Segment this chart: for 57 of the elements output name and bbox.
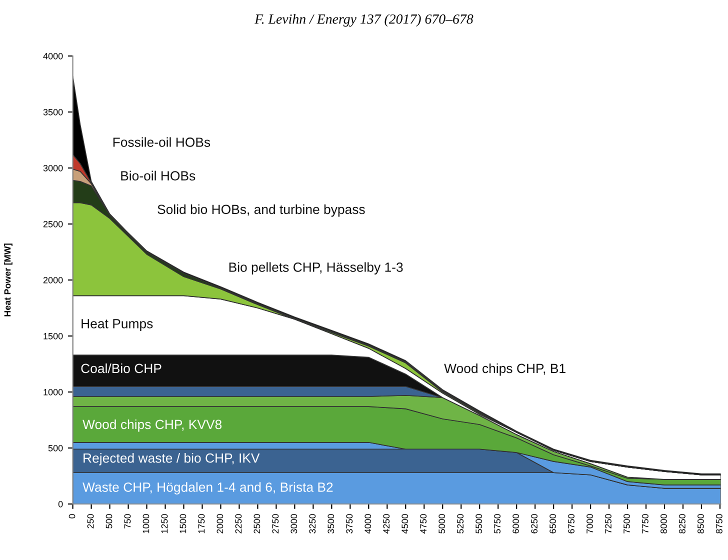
y-tick-label: 2000 xyxy=(43,276,63,284)
annotation: Rejected waste / bio CHP, IKV xyxy=(84,453,260,466)
x-tick-label: 8750 xyxy=(716,514,722,534)
annotation: Bio pellets CHP, Hässelby 1-3 xyxy=(229,262,403,274)
x-tick-label: 5250 xyxy=(457,514,464,534)
x-tick-label: 7500 xyxy=(624,514,630,534)
x-tick-label: 3500 xyxy=(328,514,334,534)
annotation: Waste CHP, Högdalen 1-4 and 6, Brista B2 xyxy=(82,482,333,494)
x-tick-label: 3000 xyxy=(290,514,298,534)
x-tick-label: 5500 xyxy=(476,514,482,534)
x-tick-label: 5750 xyxy=(494,514,501,534)
y-tick-label: 3000 xyxy=(43,164,63,172)
x-tick-label: 6500 xyxy=(550,514,556,534)
annotation: Wood chips CHP, B1 xyxy=(444,363,566,376)
annotation: Heat Pumps xyxy=(82,319,153,331)
x-tick-label: 4000 xyxy=(364,514,372,534)
x-tick-label: 2500 xyxy=(254,514,260,534)
y-tick-label: 1500 xyxy=(44,332,63,340)
x-tick-label: 2000 xyxy=(216,514,224,534)
x-tick-label: 7000 xyxy=(586,514,593,534)
annotation: Solid bio HOBs, and turbine bypass xyxy=(158,204,365,217)
x-tick-label: 8250 xyxy=(679,514,686,534)
y-tick-label: 2500 xyxy=(43,220,63,228)
annotation: Wood chips CHP, KVV8 xyxy=(82,419,222,432)
x-tick-label: 5000 xyxy=(438,514,446,534)
y-tick-label: 0 xyxy=(58,500,63,508)
y-tick-label: 1000 xyxy=(44,388,63,396)
x-tick-label: 4750 xyxy=(420,514,427,534)
annotation: Fossile-oil HOBs xyxy=(113,137,210,147)
x-tick-label: 2750 xyxy=(272,514,279,534)
x-tick-label: 4250 xyxy=(383,514,390,534)
x-tick-label: 0 xyxy=(68,514,76,518)
x-tick-label: 6000 xyxy=(512,514,520,534)
x-tick-label: 4500 xyxy=(402,514,408,534)
x-tick-label: 1500 xyxy=(180,514,186,534)
x-tick-label: 8000 xyxy=(660,514,667,534)
x-tick-label: 3750 xyxy=(346,514,353,534)
x-tick-label: 500 xyxy=(106,514,112,528)
chart-title: F. Levihn / Energy 137 (2017) 670–678 xyxy=(254,14,474,27)
x-tick-label: 1250 xyxy=(161,514,168,534)
x-tick-label: 1750 xyxy=(198,514,205,534)
x-tick-label: 250 xyxy=(87,514,94,528)
y-tick-label: 500 xyxy=(48,444,63,452)
x-tick-label: 1000 xyxy=(142,514,150,534)
y-tick-label: 3500 xyxy=(43,108,63,116)
y-tick-label: 4000 xyxy=(43,52,63,60)
x-tick-label: 8500 xyxy=(698,514,704,534)
x-tick-label: 6250 xyxy=(531,514,538,534)
y-axis-title: Heat Power [MW] xyxy=(4,244,12,316)
x-tick-label: 3250 xyxy=(309,514,316,534)
x-tick-label: 6750 xyxy=(568,514,574,534)
annotation: Bio-oil HOBs xyxy=(121,170,196,180)
x-tick-label: 750 xyxy=(124,514,131,528)
x-tick-label: 2250 xyxy=(235,514,242,534)
annotation: Coal/Bio CHP xyxy=(81,363,162,374)
x-tick-label: 7250 xyxy=(605,514,612,534)
x-tick-label: 7750 xyxy=(642,514,648,534)
